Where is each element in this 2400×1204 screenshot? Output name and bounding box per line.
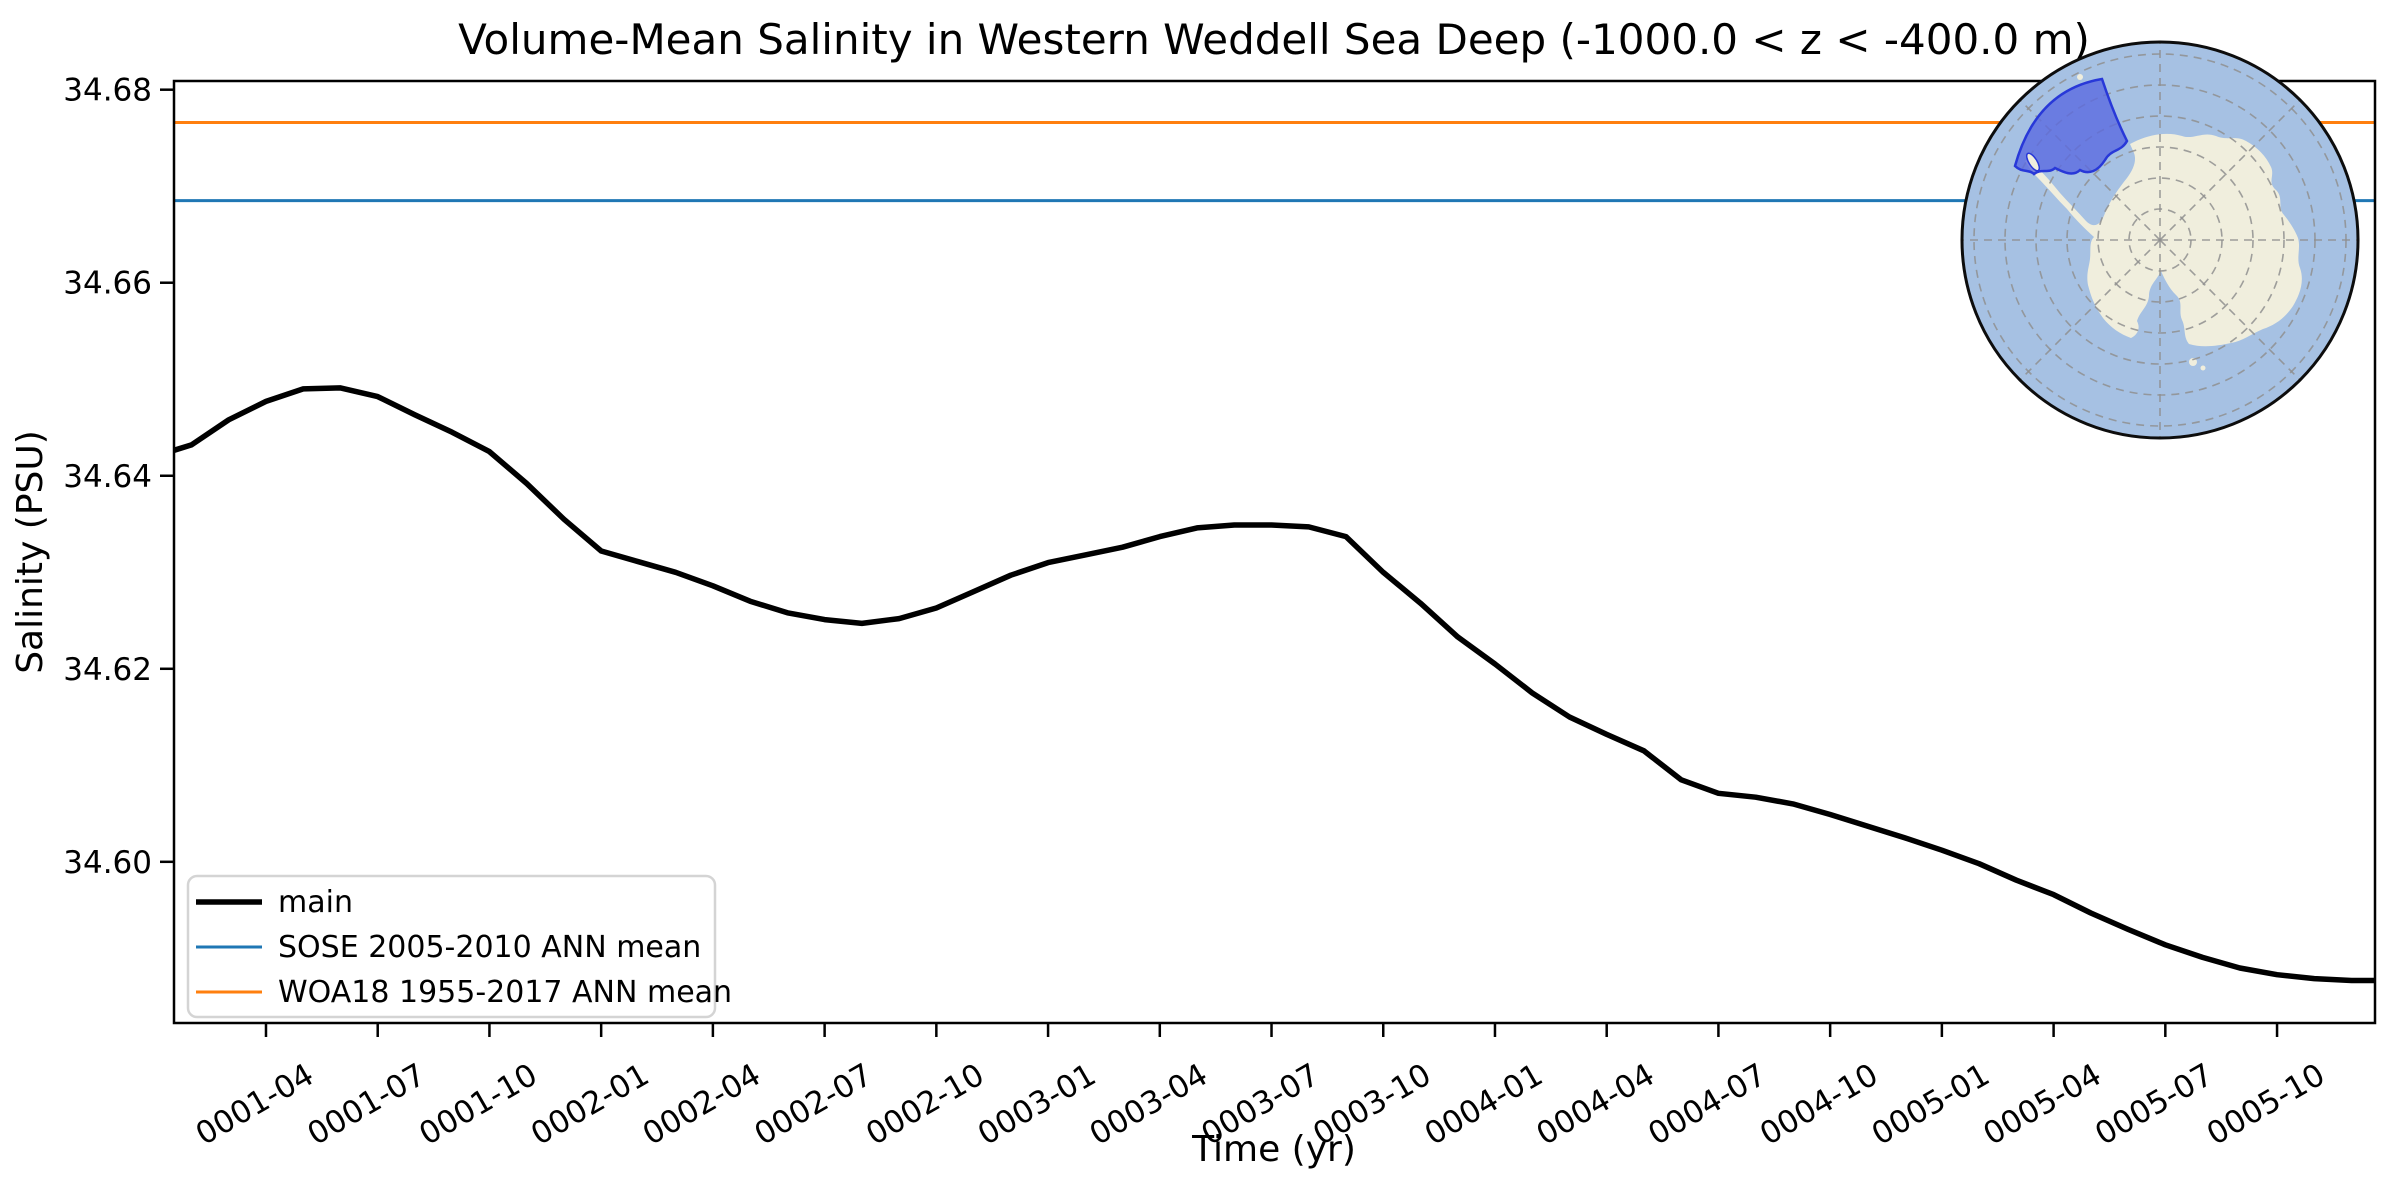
x-axis-tick-label: 0005-10 [2201, 1057, 2331, 1153]
legend-label-main: main [278, 885, 353, 920]
map-island [2200, 365, 2206, 371]
x-axis-tick-label: 0005-04 [1977, 1057, 2107, 1153]
y-axis-tick-label: 34.62 [63, 652, 152, 688]
x-axis-tick-label: 0001-04 [190, 1057, 320, 1153]
x-axis-tick-label: 0003-01 [972, 1057, 1102, 1153]
legend-box [186, 874, 717, 1019]
legend: main SOSE 2005-2010 ANN mean WOA18 1955-… [186, 874, 732, 1019]
map-rim [1960, 40, 2360, 440]
legend-row-sose: SOSE 2005-2010 ANN mean [196, 930, 701, 965]
x-axis-tick-label: 0004-10 [1754, 1057, 1884, 1153]
y-axis-tick-label: 34.68 [63, 73, 152, 109]
x-axis-tick-label: 0004-01 [1419, 1057, 1549, 1153]
antarctica-inset-map [1960, 40, 2360, 440]
x-axis-tick-label: 0004-04 [1531, 1057, 1661, 1153]
x-axis-tick-label: 0002-04 [637, 1057, 767, 1153]
map-island [2025, 152, 2041, 172]
x-axis-tick-label: 0005-07 [2089, 1057, 2219, 1153]
legend-label-sose: SOSE 2005-2010 ANN mean [278, 930, 701, 965]
x-axis-tick-label: 0002-01 [525, 1057, 655, 1153]
map-island [2189, 358, 2197, 366]
map-graticule-meridian [2020, 239, 2161, 380]
y-axis-tick-label: 34.60 [63, 845, 152, 881]
x-axis-tick-label: 0001-07 [302, 1057, 432, 1153]
map-graticule-meridian [2159, 100, 2300, 241]
map-graticule-parallel [2066, 146, 2254, 334]
plot-border [172, 79, 2377, 1025]
x-axis-tick-label: 0004-07 [1642, 1057, 1772, 1153]
y-axis-label: Salinity (PSU) [10, 430, 51, 674]
legend-label-woa: WOA18 1955-2017 ANN mean [278, 975, 732, 1010]
map-graticule-meridian [2159, 239, 2300, 380]
map-graticule [1963, 43, 2357, 437]
x-axis-tick-label: 0002-07 [748, 1057, 878, 1153]
legend-row-main: main [196, 885, 353, 920]
x-axis-label: Time (yr) [1191, 1129, 1356, 1170]
map-graticule-parallel [2035, 115, 2285, 365]
main-series-line [174, 385, 2375, 984]
y-axis: 34.68 34.66 34.64 34.62 34.60 [63, 73, 174, 881]
map-region-highlight-weddell [2013, 77, 2129, 176]
legend-row-woa: WOA18 1955-2017 ANN mean [196, 975, 732, 1010]
y-axis-tick-label: 34.64 [63, 459, 152, 495]
x-axis-tick-label: 0001-10 [413, 1057, 543, 1153]
map-island [2077, 74, 2083, 80]
x-axis-tick-label: 0002-10 [860, 1057, 990, 1153]
x-axis-tick-label: 0005-01 [1866, 1057, 1996, 1153]
y-axis-tick-label: 34.66 [63, 266, 152, 302]
chart-title: Volume-Mean Salinity in Western Weddell … [458, 15, 2090, 64]
